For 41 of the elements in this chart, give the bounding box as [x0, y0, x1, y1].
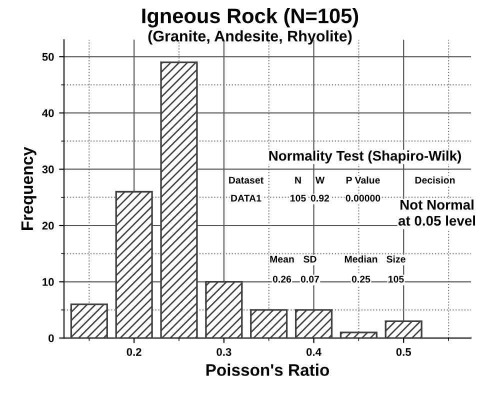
annotation: P Value: [346, 176, 380, 184]
x-tick-label: 0.4: [306, 348, 322, 356]
bar: [115, 190, 153, 338]
bar: [70, 303, 108, 338]
annotation: Not Normal at 0.05 level: [398, 200, 476, 226]
y-tick-label: 10: [42, 278, 54, 286]
annotation: 0.07: [300, 276, 320, 283]
y-axis-title: Frequency: [21, 146, 36, 230]
x-tick-label: 0.3: [216, 348, 232, 356]
x-tick-label: 0.2: [126, 348, 142, 356]
annotation: Mean: [270, 256, 294, 263]
chart-title: Igneous Rock (N=105): [142, 8, 358, 28]
annotation: 0.25: [352, 276, 370, 283]
annotation: 0.92: [310, 194, 330, 202]
bar: [160, 61, 198, 338]
bar: [250, 309, 288, 338]
y-tick-label: 0: [48, 334, 54, 342]
annotation: Decision: [415, 176, 455, 184]
bar: [294, 309, 333, 338]
annotation: 105: [388, 276, 404, 283]
annotation: 105: [290, 194, 306, 202]
annotation: N: [295, 176, 301, 184]
annotation: Dataset: [229, 176, 264, 184]
bar: [384, 320, 422, 338]
annotation: 0.26: [272, 276, 292, 283]
annotation: Median: [344, 255, 378, 263]
x-tick-label: 0.5: [396, 348, 412, 356]
chart-subtitle: (Granite, Andesite, Rhyolite): [148, 30, 352, 45]
bar: [340, 332, 378, 338]
annotation: 0.00000: [346, 194, 380, 202]
bar: [205, 280, 243, 338]
y-tick-label: 40: [42, 109, 54, 118]
annotation: W: [315, 176, 325, 184]
annotation: Size: [386, 255, 406, 263]
annotation: Normality Test (Shapiro-Wilk): [269, 150, 461, 164]
annotation: SD: [304, 256, 316, 263]
y-tick-label: 30: [42, 165, 54, 174]
y-tick-label: 20: [42, 222, 54, 230]
annotation: DATA1: [231, 194, 262, 202]
y-tick-label: 50: [42, 52, 54, 61]
x-axis-title: Poisson's Ratio: [206, 364, 330, 376]
